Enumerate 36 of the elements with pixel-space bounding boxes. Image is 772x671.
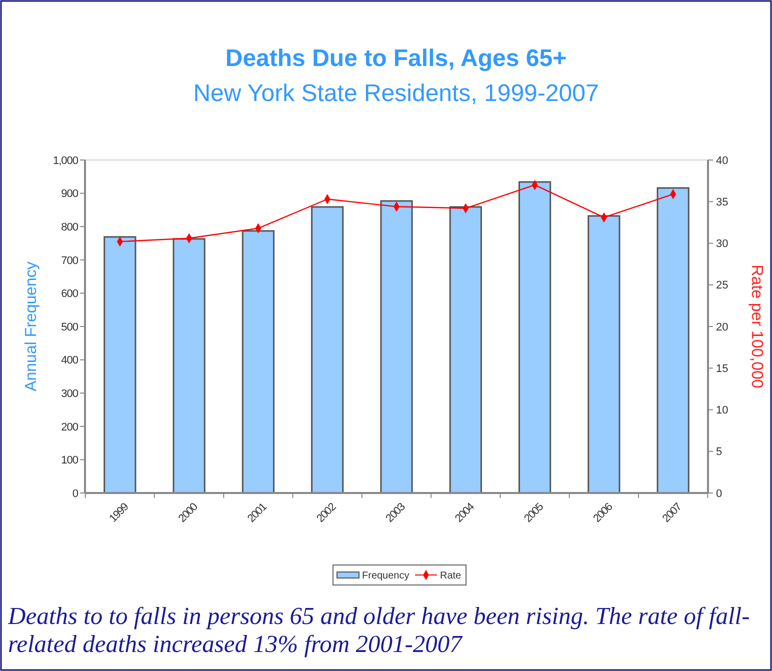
y2-tick-label: 20: [716, 321, 728, 334]
bar: [380, 200, 413, 494]
bar: [656, 187, 690, 494]
y-tick-label: 300: [61, 388, 78, 400]
y-tick-label: 0: [72, 488, 78, 500]
y-tick-label: 800: [61, 221, 78, 234]
bar: [311, 206, 344, 494]
y-tick-label: 100: [61, 454, 78, 467]
bar: [104, 236, 136, 494]
legend-label: Frequency: [362, 570, 410, 582]
bar: [588, 215, 620, 494]
y-tick-label: 500: [61, 321, 78, 334]
chart-subtitle: New York State Residents, 1999-2007: [193, 80, 599, 107]
y-tick-label: 700: [61, 254, 78, 267]
bar: [242, 230, 275, 494]
y-tick-label: 400: [61, 354, 78, 367]
legend-label: Rate: [440, 570, 462, 582]
y-tick-label: 1,000: [52, 154, 78, 167]
y2-axis-title: Rate per 100,000: [748, 264, 765, 388]
y-axis-title: Annual Frequency: [23, 262, 40, 392]
y-tick-label: 600: [61, 288, 78, 300]
chart-title: Deaths Due to Falls, Ages 65+: [225, 45, 567, 72]
y-tick-label: 200: [61, 421, 78, 434]
y2-tick-label: 40: [716, 154, 728, 167]
y2-tick-label: 0: [716, 488, 722, 500]
y2-tick-label: 10: [716, 404, 728, 417]
y-tick-label: 900: [61, 188, 78, 200]
y2-tick-label: 35: [716, 196, 728, 208]
bar: [449, 206, 482, 494]
y2-tick-label: 25: [716, 280, 728, 292]
y2-tick-label: 15: [716, 362, 728, 375]
y2-tick-label: 30: [716, 238, 728, 250]
bar: [172, 238, 206, 494]
y2-tick-label: 5: [716, 446, 722, 458]
bar: [518, 181, 552, 494]
text: Deaths to to falls in persons 65 and older have been rising. The rate of fall-related deaths increased 13% from 2001-2007: [8, 603, 751, 659]
